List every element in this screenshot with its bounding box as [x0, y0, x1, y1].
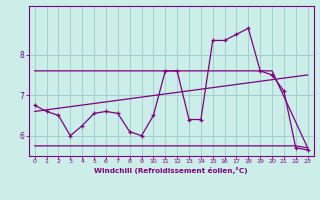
X-axis label: Windchill (Refroidissement éolien,°C): Windchill (Refroidissement éolien,°C): [94, 167, 248, 174]
